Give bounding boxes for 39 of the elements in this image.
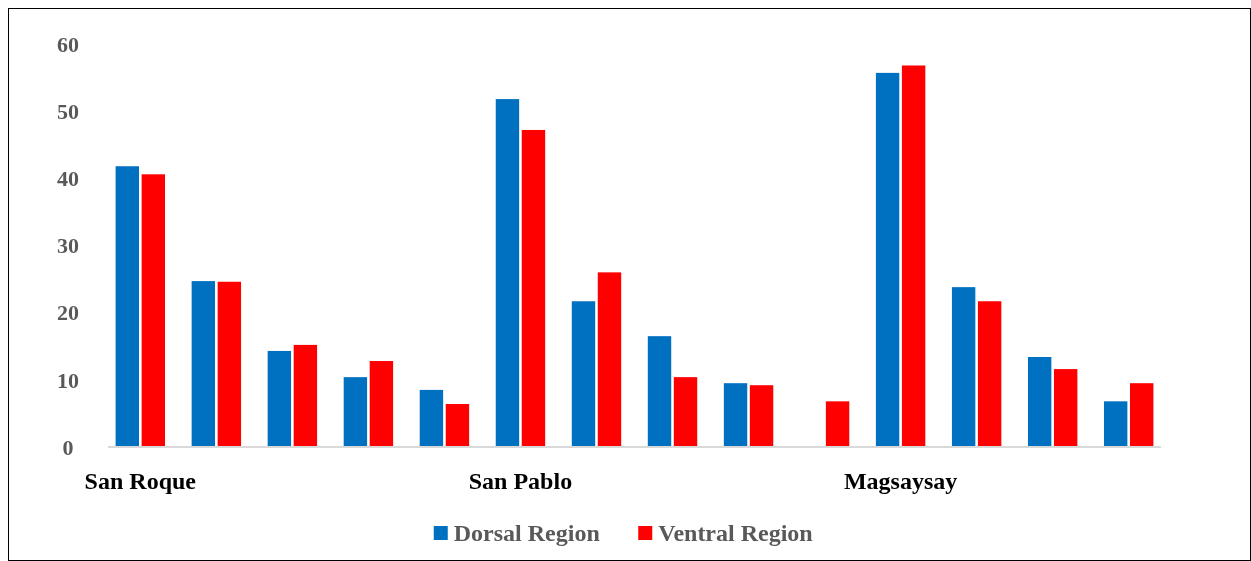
bar — [141, 174, 166, 447]
bar — [825, 401, 850, 447]
bar — [597, 272, 622, 447]
bar — [521, 129, 546, 447]
bar — [1053, 369, 1078, 447]
y-tick-label: 50 — [57, 98, 79, 124]
bar — [571, 301, 596, 447]
bar — [951, 287, 976, 447]
y-tick-label: 40 — [57, 166, 79, 192]
bar — [495, 99, 520, 447]
bar — [191, 281, 216, 447]
legend-label: Ventral Region — [658, 520, 813, 547]
bar — [217, 281, 242, 447]
y-tick-label: 60 — [57, 31, 79, 57]
bar — [115, 166, 140, 447]
x-tick-label: San Pablo — [468, 468, 573, 494]
bar — [647, 336, 672, 447]
bar — [1027, 357, 1052, 447]
bar — [445, 404, 470, 447]
x-tick-label: San Roque — [84, 468, 197, 494]
bar — [267, 350, 292, 447]
bar — [343, 377, 368, 447]
bar — [749, 385, 774, 447]
y-tick-label: 0 — [62, 434, 74, 460]
bar — [369, 361, 394, 447]
y-tick-label: 10 — [57, 367, 79, 393]
bar — [875, 72, 900, 447]
bar — [293, 344, 318, 447]
bar — [673, 377, 698, 447]
x-tick-label: Magsaysay — [843, 468, 958, 494]
bar — [977, 301, 1002, 447]
y-tick-label: 20 — [57, 300, 79, 326]
y-tick-label: 30 — [57, 233, 79, 259]
bar — [723, 383, 748, 447]
bar — [1129, 383, 1154, 447]
legend-label: Dorsal Region — [453, 520, 600, 547]
bar — [1103, 401, 1128, 447]
bar — [901, 65, 926, 447]
bar — [419, 389, 444, 447]
